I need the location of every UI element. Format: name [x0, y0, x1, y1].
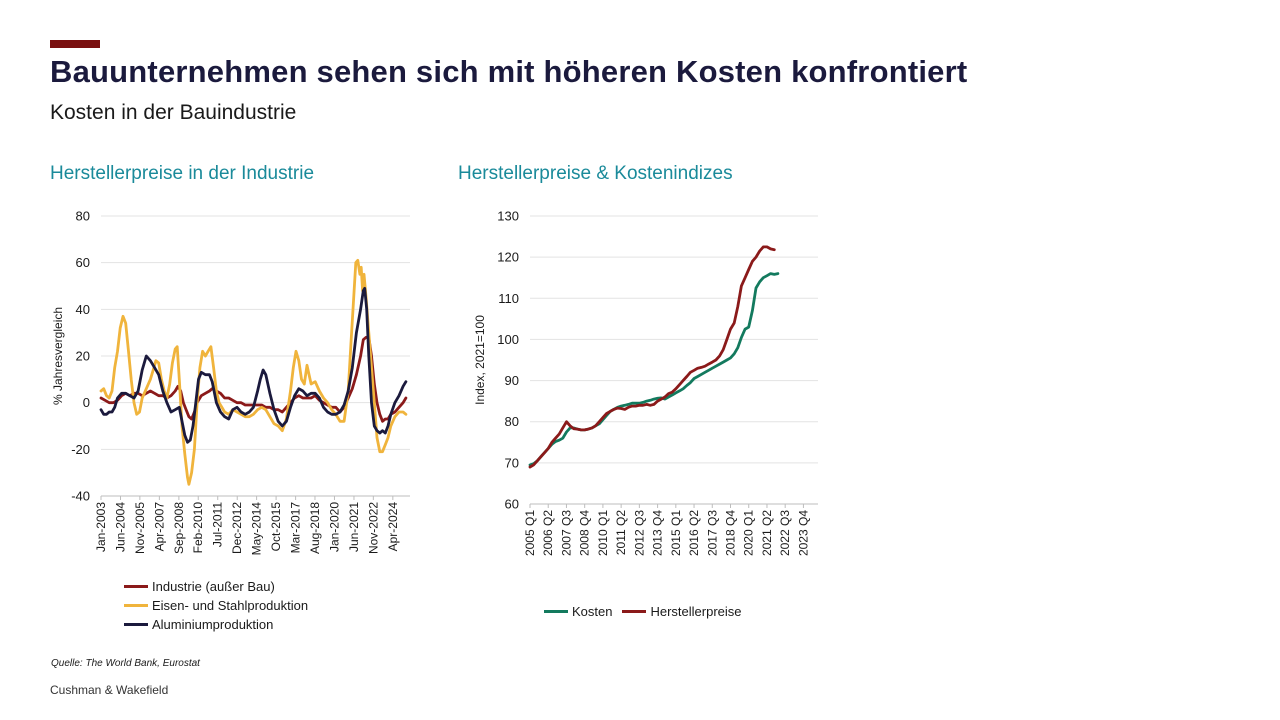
- legend-label-herstellerpreise: Herstellerpreise: [650, 604, 742, 619]
- x-tick-label: Jul-2011: [211, 502, 225, 547]
- legend-item-kosten: Kosten: [544, 602, 612, 621]
- x-tick-label: 2022 Q3: [778, 510, 792, 556]
- y-tick-label: 0: [83, 395, 90, 410]
- y-tick-label: 130: [497, 209, 519, 224]
- x-tick-label: 2008 Q4: [578, 510, 592, 556]
- y-tick-label: 110: [498, 291, 519, 306]
- y-tick-label: 100: [497, 332, 519, 347]
- page-title: Bauunternehmen sehen sich mit höheren Ko…: [50, 54, 968, 89]
- legend-item-industry: Industrie (außer Bau): [124, 577, 308, 596]
- series-line-aluminiumproduktion: [99, 286, 408, 444]
- x-tick-label: 2023 Q4: [796, 510, 810, 556]
- legend-swatch-aluminium: [124, 623, 148, 626]
- y-tick-label: 60: [76, 255, 90, 270]
- legend-item-steel: Eisen- und Stahlproduktion: [124, 596, 308, 615]
- series-line-industrie-au-er-bau: [99, 335, 408, 423]
- y-tick-label: 80: [76, 209, 90, 224]
- y-tick-label: 120: [497, 250, 519, 265]
- chart-2-producer-prices-cost-index: 130 120 110 100 90 80 70 60 Index, 2021=100 2005 …: [473, 209, 818, 556]
- y-tick-label: 40: [76, 302, 90, 317]
- legend-item-herstellerpreise: Herstellerpreise: [622, 602, 742, 621]
- x-tick-label: Jan-2003: [94, 502, 108, 552]
- x-tick-label: 2010 Q1: [596, 510, 610, 556]
- x-tick-label: Jun-2004: [114, 502, 128, 552]
- series-line-eisen-und-stahlproduktion: [99, 258, 408, 486]
- y-tick-label: 90: [505, 373, 519, 388]
- legend-swatch-kosten: [544, 610, 568, 613]
- legend-item-aluminium: Aluminiumproduktion: [124, 615, 308, 634]
- x-tick-label: 2020 Q1: [742, 510, 756, 556]
- x-tick-label: 2005 Q1: [523, 510, 537, 556]
- x-tick-label: Dec-2012: [230, 502, 244, 554]
- legend-swatch-industry: [124, 585, 148, 588]
- legend-swatch-herstellerpreise: [622, 610, 647, 613]
- x-tick-label: Apr-2024: [386, 502, 400, 552]
- x-tick-label: 2017 Q3: [705, 510, 719, 556]
- y-tick-label: 80: [505, 414, 519, 429]
- legend-label-industry: Industrie (außer Bau): [152, 579, 275, 594]
- series-line-kosten: [528, 272, 780, 467]
- chart-2-legend: Kosten Herstellerpreise: [544, 602, 752, 621]
- x-tick-label: Oct-2015: [269, 502, 283, 552]
- x-tick-label: 2016 Q2: [687, 510, 701, 556]
- x-tick-label: Sep-2008: [172, 502, 186, 554]
- y-tick-label: 70: [505, 455, 519, 470]
- chart-1-title: Herstellerpreise in der Industrie: [50, 163, 315, 184]
- x-tick-label: 2018 Q4: [724, 510, 738, 556]
- x-tick-label: Aug-2018: [308, 502, 322, 554]
- x-tick-label: 2011 Q2: [614, 510, 628, 555]
- x-tick-label: 2015 Q1: [669, 510, 683, 556]
- x-tick-label: 2021 Q2: [760, 510, 774, 556]
- legend-swatch-steel: [124, 604, 148, 607]
- x-tick-label: 2013 Q4: [651, 510, 665, 556]
- y-tick-label: -40: [71, 489, 90, 504]
- x-tick-label: May-2014: [250, 502, 264, 556]
- chart-1-legend: Industrie (außer Bau) Eisen- und Stahlpr…: [124, 577, 308, 634]
- x-tick-label: 2007 Q3: [559, 510, 573, 556]
- legend-label-steel: Eisen- und Stahlproduktion: [152, 598, 309, 613]
- x-tick-label: Jan-2020: [327, 502, 341, 552]
- y-axis-label: Index, 2021=100: [473, 315, 487, 405]
- chart-1-industry-producer-prices: 80 60 40 20 0 -20 -40 % Jahresvergleich Jan-2003…: [51, 209, 410, 556]
- y-axis-label: % Jahresvergleich: [51, 307, 65, 405]
- x-tick-label: Apr-2007: [152, 502, 166, 552]
- x-tick-label: Nov-2005: [133, 502, 147, 554]
- y-tick-label: -20: [71, 442, 90, 457]
- source-note: Quelle: The World Bank, Eurostat: [51, 658, 200, 669]
- accent-bar: [50, 40, 100, 48]
- x-tick-label: 2006 Q2: [541, 510, 555, 556]
- x-tick-label: Mar-2017: [289, 502, 303, 554]
- y-tick-label: 60: [505, 497, 519, 512]
- footer-brand: Cushman & Wakefield: [50, 683, 169, 697]
- x-tick-label: 2012 Q3: [632, 510, 646, 556]
- chart-2-title: Herstellerpreise & Kostenindizes: [458, 163, 733, 184]
- legend-label-kosten: Kosten: [572, 604, 613, 619]
- x-tick-label: Jun-2021: [347, 502, 361, 552]
- x-tick-label: Nov-2022: [366, 502, 380, 554]
- page-subtitle: Kosten in der Bauindustrie: [50, 101, 297, 124]
- legend-label-aluminium: Aluminiumproduktion: [152, 617, 274, 632]
- y-tick-label: 20: [76, 349, 90, 364]
- x-tick-label: Feb-2010: [191, 502, 205, 554]
- series-line-herstellerpreise: [528, 245, 776, 469]
